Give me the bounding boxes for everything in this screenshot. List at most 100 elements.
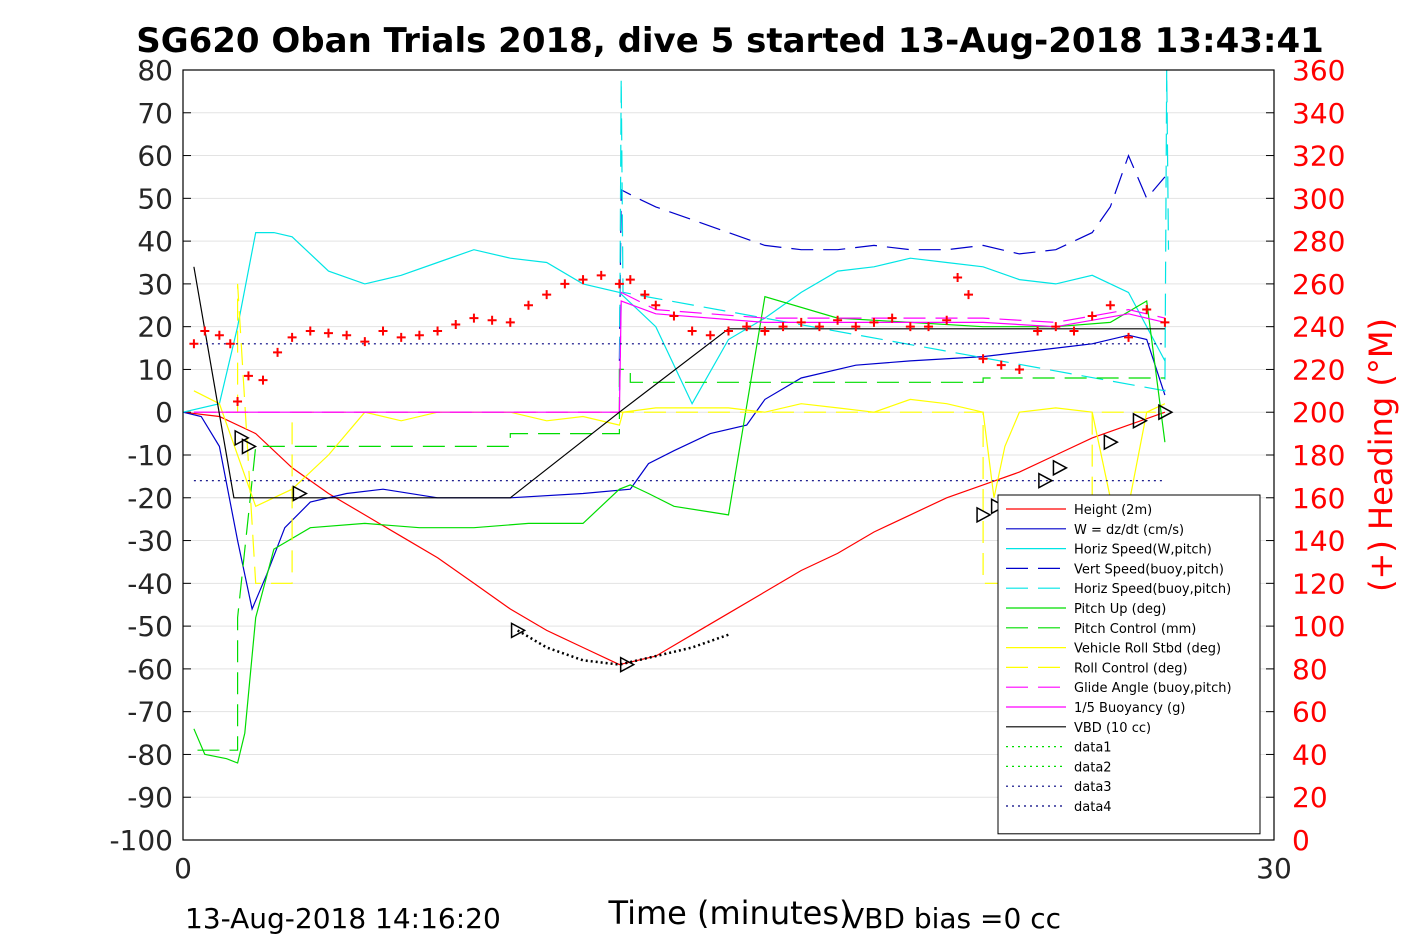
heading-marker [778,322,788,332]
heading-marker [1105,300,1115,310]
right-tick-label: 240 [1292,311,1345,344]
legend-entry: W = dz/dt (cm/s) [1074,523,1184,538]
heading-marker [469,313,479,323]
heading-marker [1160,317,1170,327]
heading-marker [796,317,806,327]
legend-entry: Height (2m) [1074,503,1152,518]
heading-marker [189,339,199,349]
heading-marker [1142,305,1152,315]
triangle-marker [1038,472,1054,489]
legend-entry: Vert Speed(buoy,pitch) [1074,562,1224,577]
legend-box [997,494,1261,835]
x-axis-ticks: 0 30 [174,852,1292,885]
series-line [193,266,1165,499]
y-tick-label: -100 [109,824,173,857]
heading-marker [523,300,533,310]
right-tick-label: 40 [1292,738,1328,771]
heading-marker [924,322,934,332]
x-tick-label: 30 [1256,852,1292,885]
heading-marker [1033,326,1043,336]
heading-marker [505,317,515,327]
heading-marker [1051,322,1061,332]
triangle-marker [241,438,258,455]
heading-marker [1087,311,1097,321]
heading-marker [742,322,752,332]
triangle-marker [619,656,636,673]
heading-marker [1014,364,1024,374]
right-tick-label: 360 [1292,54,1345,87]
heading-marker [964,290,974,300]
y-tick-label: -50 [127,610,173,643]
right-tick-label: 260 [1292,268,1345,301]
y-tick-label: 50 [137,182,173,215]
legend: Height (2m) W = dz/dt (cm/s) Horiz Speed(W… [997,494,1261,835]
series-group [182,69,1170,764]
legend-entry: Glide Angle (buoy,pitch) [1074,681,1232,696]
y-tick-label: 40 [137,225,173,258]
series-line [193,300,1166,413]
heading-marker [651,300,661,310]
legend-entry: Vehicle Roll Stbd (deg) [1074,642,1221,657]
series-line [618,69,1170,392]
heading-marker [258,375,268,385]
y-tick-label: 60 [137,140,173,173]
heading-marker [305,326,315,336]
heading-marker [560,279,570,289]
right-tick-label: 120 [1292,567,1345,600]
heading-marker [814,322,824,332]
heading-marker [433,326,443,336]
heading-marker [578,275,588,285]
heading-marker [887,313,897,323]
right-tick-label: 180 [1292,439,1345,472]
heading-marker [214,330,224,340]
triangle-marker [1158,403,1174,421]
y-tick-label: -80 [127,738,173,771]
y-tick-label: -40 [127,567,173,600]
legend-entry: 1/5 Buoyancy (g) [1074,701,1185,716]
heading-marker [225,339,235,349]
heading-marker [978,354,988,364]
footer-vbd-bias: VBD bias =0 cc [845,902,1061,935]
right-tick-label: 340 [1292,97,1345,130]
heading-marker [760,326,770,336]
legend-entry: data2 [1074,760,1112,775]
triangle-marker [292,485,308,502]
heading-marker [905,322,915,332]
triangle-marker [1132,412,1149,430]
heading-marker [869,317,879,327]
heading-marker [323,328,333,338]
triangle-marker [976,506,992,524]
triangle-marker [510,622,527,639]
legend-entry: data3 [1074,780,1112,795]
heading-marker [287,332,297,342]
y-tick-label: 10 [137,353,173,386]
right-tick-label: 0 [1292,824,1310,857]
heading-marker [200,326,210,336]
y-tick-label: -90 [127,781,173,814]
right-tick-label: 280 [1292,225,1345,258]
heading-marker [625,275,635,285]
heading-marker [233,397,243,407]
right-tick-label: 220 [1292,353,1345,386]
heading-marker [378,326,388,336]
series-line [182,334,1166,611]
right-tick-label: 320 [1292,140,1345,173]
series-line [618,153,1166,361]
legend-entry: Horiz Speed(W,pitch) [1074,543,1212,558]
x-axis-label: Time (minutes) [608,894,852,932]
heading-marker [833,315,843,325]
right-axis-ticks: 0 20 40 60 80 100 120 140 160 180 200 220 240 260 280 3… [1266,54,1345,857]
chart-title: SG620 Oban Trials 2018, dive 5 started 1… [136,21,1324,61]
y-tick-label: 0 [155,396,173,429]
legend-entry: Horiz Speed(buoy,pitch) [1074,582,1231,597]
y-tick-label: 30 [137,268,173,301]
heading-marker [1124,332,1134,342]
heading-marker [414,330,424,340]
footer-timestamp: 13-Aug-2018 14:16:20 [185,902,501,935]
heading-marker [487,315,497,325]
y-tick-label: 70 [137,97,173,130]
heading-marker [614,279,624,289]
series-line [193,390,1166,508]
markers-group [189,270,1174,673]
